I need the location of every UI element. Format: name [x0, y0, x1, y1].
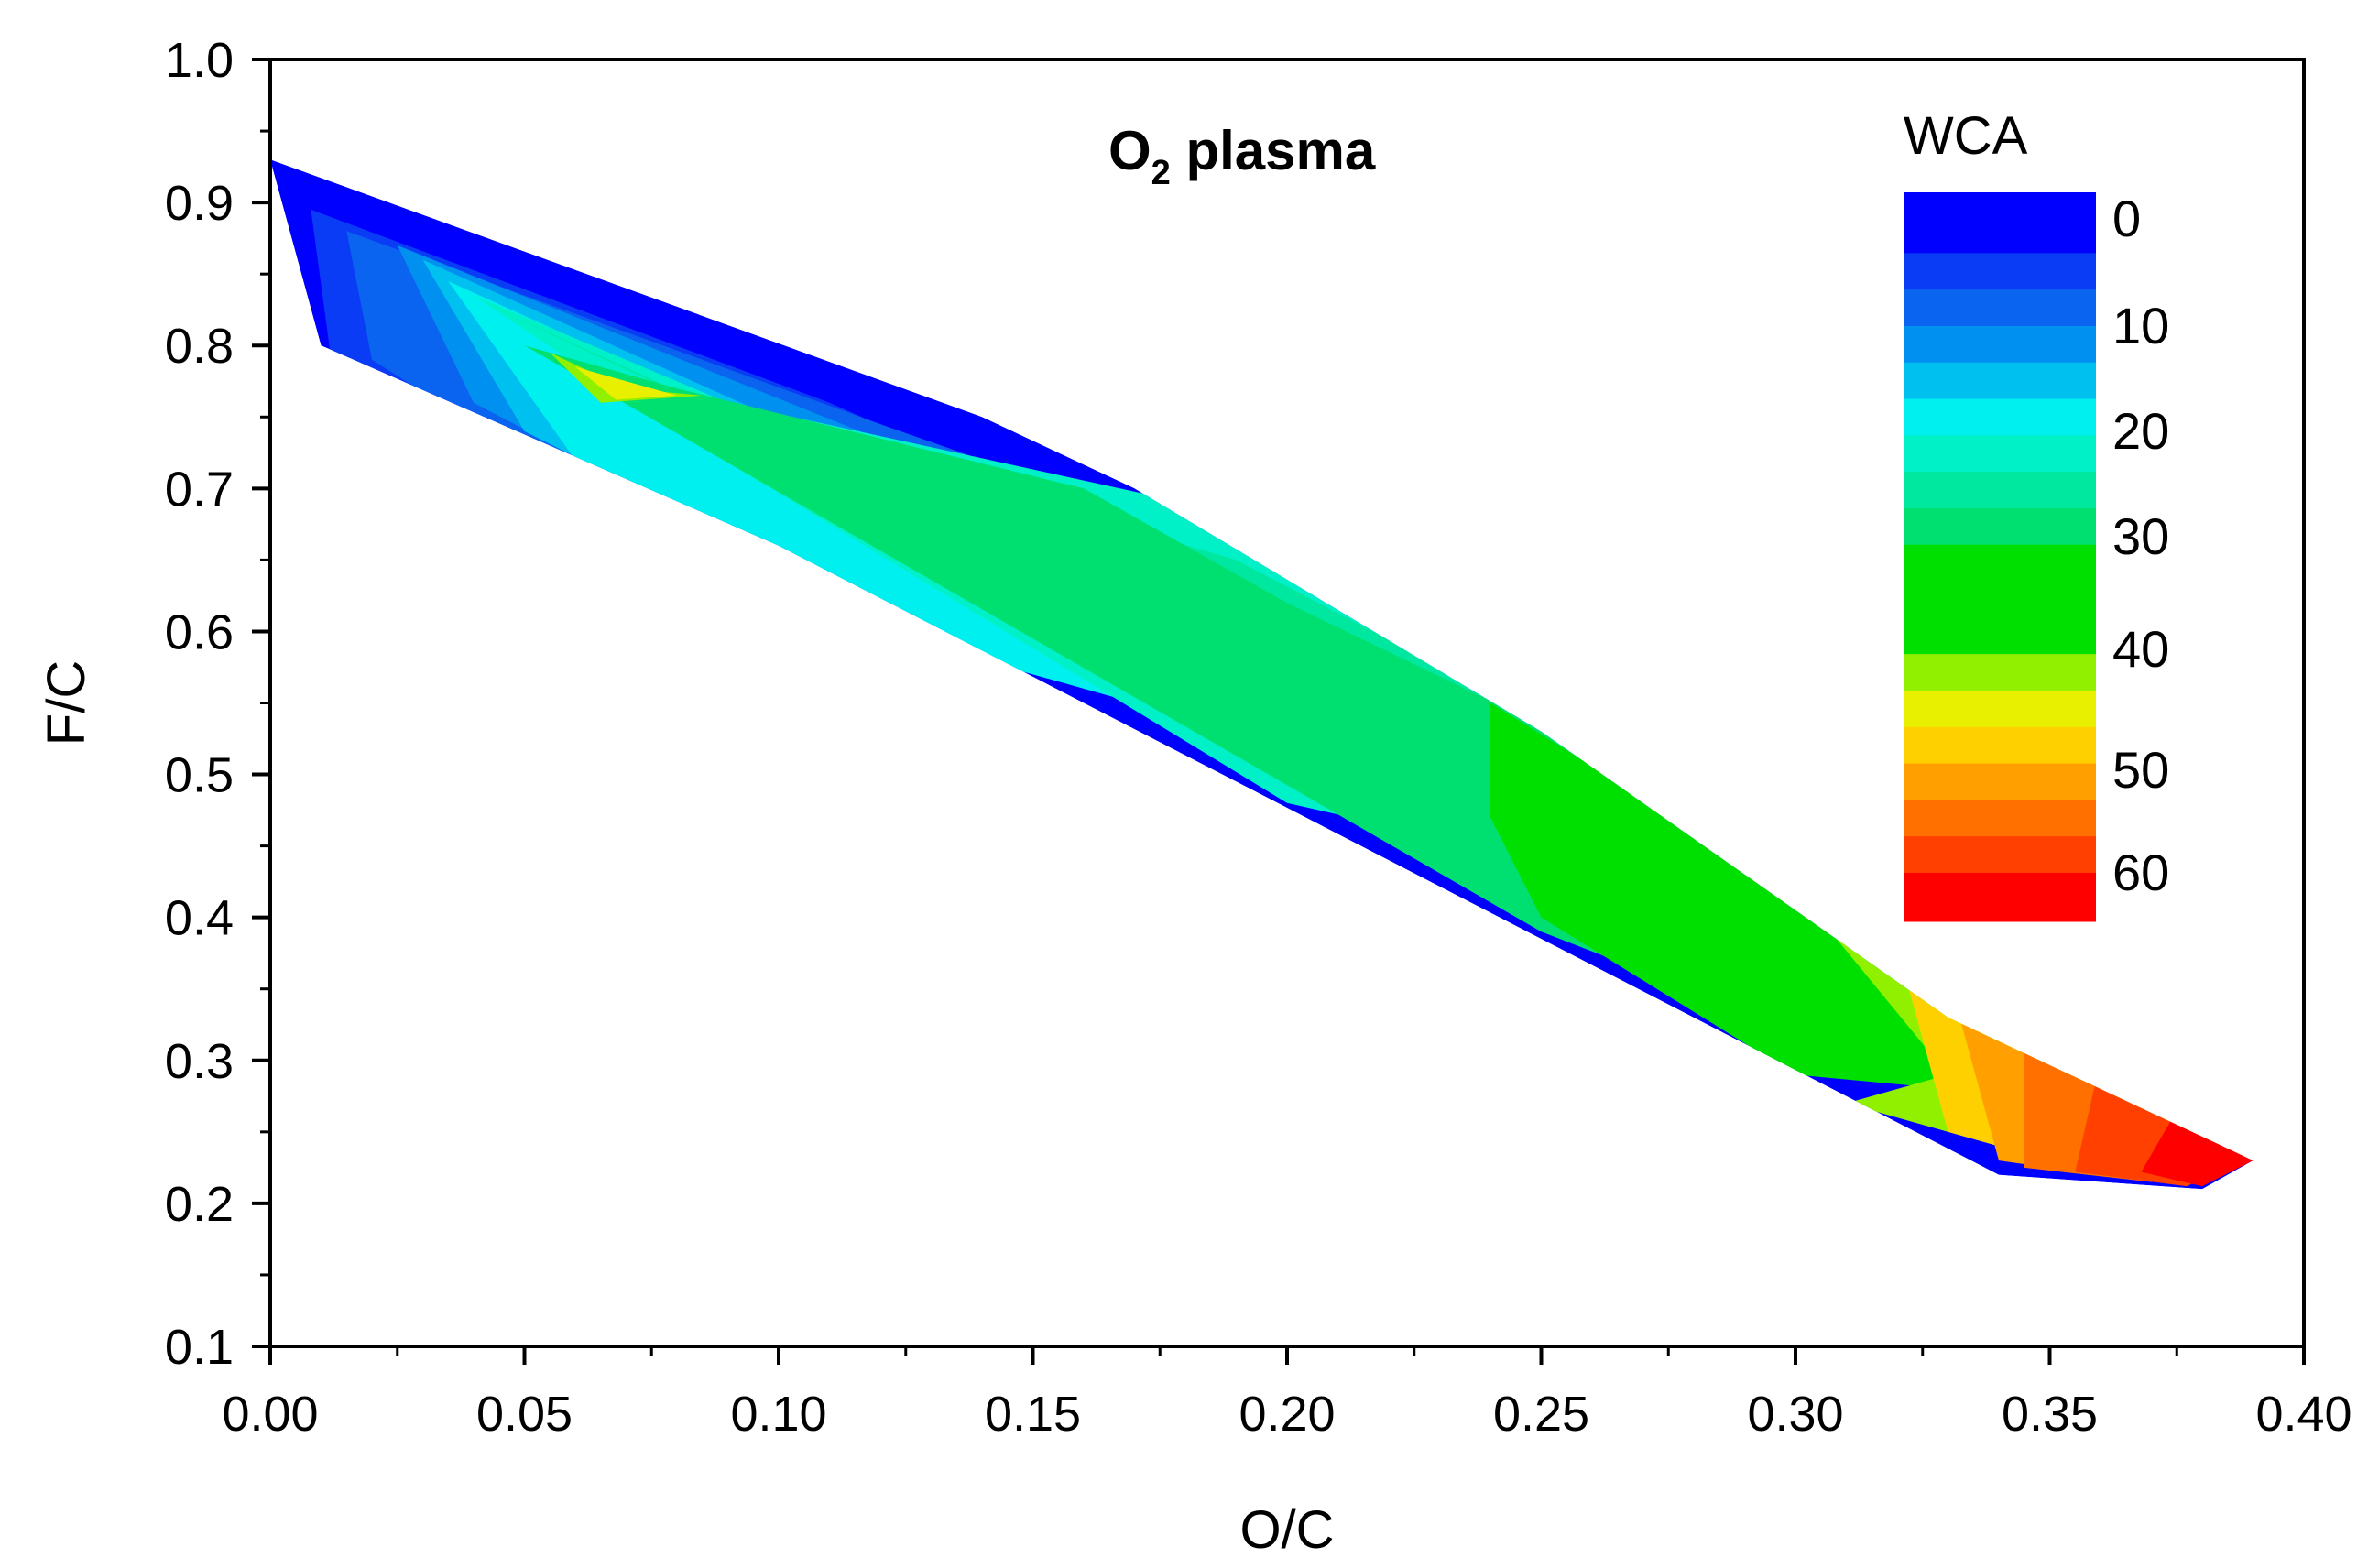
colorbar-band-14: [1904, 800, 2096, 837]
colorbar-band-5: [1904, 398, 2096, 436]
plot-title: O2 plasma: [1108, 120, 1376, 192]
colorbar-label-2: 20: [2112, 402, 2169, 460]
colorbar-band-10: [1904, 654, 2096, 691]
y-tick-label-4: 0.5: [165, 748, 234, 803]
y-tick-label-6: 0.7: [165, 462, 234, 517]
y-axis-ticks: 0.1 0.2 0.3 0.4 0.5 0.6 0.7 0.8 0.9 1.0: [165, 33, 270, 1375]
plot-title-main: O: [1108, 120, 1151, 181]
colorbar-band-13: [1904, 763, 2096, 800]
colorbar-band-2: [1904, 289, 2096, 327]
colorbar-band-15: [1904, 836, 2096, 874]
colorbar-band-7: [1904, 472, 2096, 509]
x-tick-label-0: 0.00: [222, 1387, 318, 1442]
colorbar-band-0: [1904, 192, 2096, 254]
x-tick-label-8: 0.40: [2255, 1387, 2352, 1442]
colorbar: [1904, 192, 2096, 922]
y-tick-label-3: 0.4: [165, 891, 234, 946]
x-tick-label-2: 0.10: [730, 1387, 826, 1442]
colorbar-band-4: [1904, 362, 2096, 400]
x-axis-ticks: 0.00 0.05 0.10 0.15 0.20 0.25 0.30 0.35 0.40: [222, 1346, 2352, 1442]
colorbar-labels: 0 10 20 30 40 50 60: [2112, 190, 2169, 901]
colorbar-label-6: 60: [2112, 844, 2169, 901]
colorbar-label-1: 10: [2112, 297, 2169, 354]
colorbar-band-6: [1904, 435, 2096, 473]
y-tick-label-2: 0.3: [165, 1034, 234, 1089]
colorbar-title: WCA: [1904, 106, 2028, 166]
contour-band-12: [575, 366, 677, 400]
x-tick-label-1: 0.05: [476, 1387, 573, 1442]
colorbar-label-5: 50: [2112, 741, 2169, 799]
plot-title-rest: plasma: [1171, 120, 1376, 181]
contour-band-17: [2141, 1110, 2254, 1187]
x-tick-label-5: 0.25: [1493, 1387, 1589, 1442]
colorbar-label-0: 0: [2112, 190, 2141, 247]
colorbar-band-1: [1904, 253, 2096, 290]
y-tick-label-7: 0.8: [165, 319, 234, 374]
x-tick-label-6: 0.30: [1747, 1387, 1843, 1442]
colorbar-band-11: [1904, 690, 2096, 728]
colorbar-band-8: [1904, 507, 2096, 546]
y-tick-label-9: 1.0: [165, 33, 234, 88]
contour-band-9: [1490, 702, 1948, 1089]
colorbar-band-12: [1904, 726, 2096, 765]
x-tick-label-4: 0.20: [1239, 1387, 1335, 1442]
y-tick-label-8: 0.9: [165, 176, 234, 231]
x-tick-label-7: 0.35: [2002, 1387, 2098, 1442]
y-tick-label-0: 0.1: [165, 1320, 234, 1375]
colorbar-band-16: [1904, 872, 2096, 922]
y-axis-title: F/C: [37, 660, 96, 746]
x-tick-label-3: 0.15: [985, 1387, 1081, 1442]
y-tick-label-5: 0.6: [165, 604, 234, 659]
x-axis-title: O/C: [1239, 1500, 1334, 1560]
colorbar-label-4: 40: [2112, 620, 2169, 678]
y-tick-label-1: 0.2: [165, 1177, 234, 1232]
plot-title-subscript: 2: [1151, 154, 1171, 192]
colorbar-band-3: [1904, 325, 2096, 364]
colorbar-label-3: 30: [2112, 507, 2169, 565]
colorbar-band-9: [1904, 544, 2096, 655]
